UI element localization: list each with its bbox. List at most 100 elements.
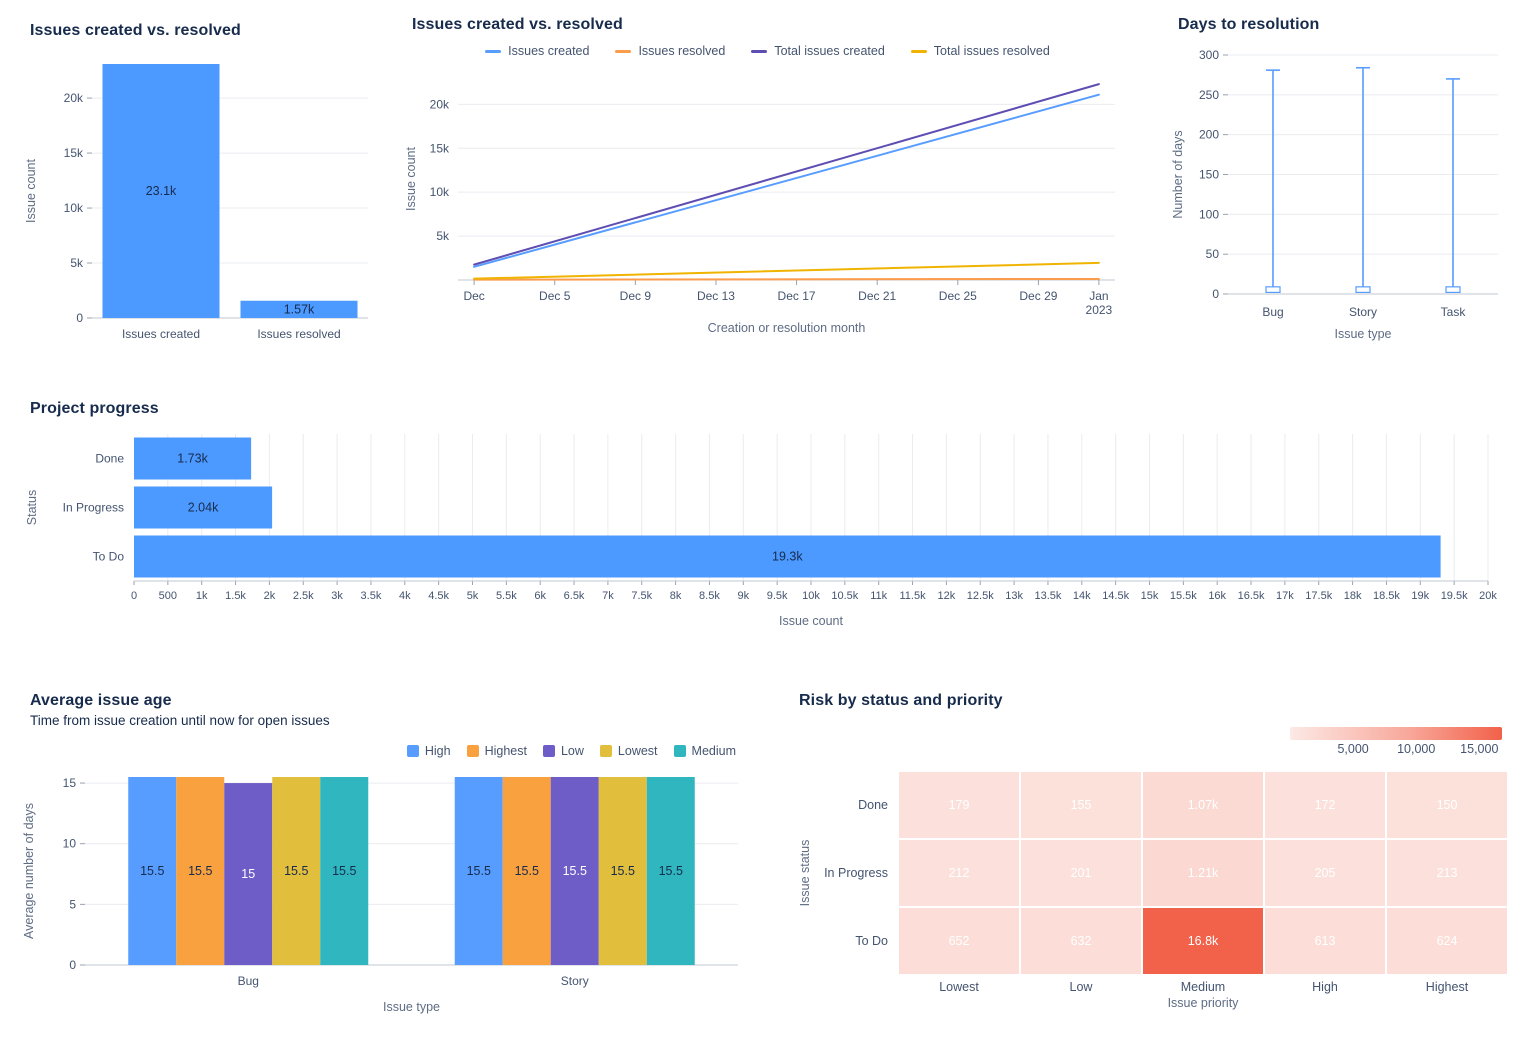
heatmap-cell-done-lowest[interactable]: 179 <box>899 772 1019 838</box>
average-issue-age-chart: 0 5 10 15 15.5 15.5 15 15.5 15.5 Bug 15.5 15.5 15.5 1… <box>18 760 768 1018</box>
x-tick-label: 15k <box>1141 590 1159 602</box>
x-tick-label: 10k <box>802 590 820 602</box>
legend-item-1[interactable]: Issues resolved <box>615 44 725 58</box>
x-tick-label: 17k <box>1276 590 1294 602</box>
bar-bug-high[interactable] <box>128 777 177 965</box>
bar-done[interactable] <box>134 437 252 480</box>
bar-story-highest[interactable] <box>502 777 551 965</box>
issues-created-vs-resolved-line-chart: 5k 10k 15k 20k Dec Dec 5 Dec 9 Dec 13 Dec 17 Dec … <box>400 62 1135 346</box>
x-tick-label: 1.5k <box>225 590 246 602</box>
x-tick-label: 4.5k <box>428 590 449 602</box>
bar-story-low[interactable] <box>550 777 599 965</box>
legend-label: Issues resolved <box>638 44 726 58</box>
heatmap-cell-to-do-high[interactable]: 613 <box>1265 908 1385 974</box>
x-axis-title: Issue count <box>779 614 843 628</box>
bar-story-high[interactable] <box>454 777 503 965</box>
x-tick-label: Dec <box>463 289 484 303</box>
bar-value-label: 15.5 <box>188 864 212 878</box>
heatmap-cell-to-do-highest[interactable]: 624 <box>1387 908 1507 974</box>
panel-average-issue-age: Average issue age Time from issue creati… <box>18 684 768 1050</box>
legend-square-swatch <box>406 745 419 757</box>
heatmap-cell-done-highest[interactable]: 150 <box>1387 772 1507 838</box>
x-tick-label: 14k <box>1073 590 1091 602</box>
whisker-box-bug[interactable] <box>1265 286 1281 294</box>
x-tick-label: 12.5k <box>967 590 994 602</box>
col-label-highest: Highest <box>1425 980 1469 994</box>
heatmap-cell-in-progress-medium[interactable]: 1.21k <box>1143 840 1263 906</box>
heatmap-cell-in-progress-low[interactable]: 201 <box>1021 840 1141 906</box>
x-tick-label: 9k <box>737 590 749 602</box>
legend-label: Medium <box>691 744 736 758</box>
heatmap-cell-done-low[interactable]: 155 <box>1021 772 1141 838</box>
legend-item-low[interactable]: Low <box>542 744 584 758</box>
whisker-box-story[interactable] <box>1355 286 1371 294</box>
x-tick-label: 8k <box>670 590 682 602</box>
legend-item-lowest[interactable]: Lowest <box>599 744 658 758</box>
heatmap-cell-in-progress-highest[interactable]: 213 <box>1387 840 1507 906</box>
y-tick-label: 20k <box>64 91 84 105</box>
legend-item-3[interactable]: Total issues resolved <box>910 44 1050 58</box>
bar-bug-medium[interactable] <box>320 777 369 965</box>
y-category-label: To Do <box>93 550 125 564</box>
x-tick-label: 500 <box>159 590 177 602</box>
legend-item-high[interactable]: High <box>406 744 451 758</box>
bar-bug-lowest[interactable] <box>272 777 321 965</box>
x-tick-label: 7.5k <box>631 590 652 602</box>
series-line-1[interactable] <box>473 277 1100 281</box>
bar-in-progress[interactable] <box>134 486 273 529</box>
legend-item-highest[interactable]: Highest <box>466 744 527 758</box>
x-tick-label: 20k <box>1479 590 1497 602</box>
legend-line-swatch <box>751 49 768 53</box>
y-tick-label: 15 <box>63 776 77 790</box>
hbar-chart-svg: 0 500 1k 1.5k 2k 2.5k 3k 3.5k 4k 4.5k 5k 5.5k 6k 6.5k… <box>25 434 1497 628</box>
legend-square-swatch <box>599 745 612 757</box>
scale-tick-label: 15,000 <box>1460 742 1499 756</box>
series-line-0[interactable] <box>473 93 1100 268</box>
bar-value-label: 2.04k <box>188 501 219 515</box>
y-tick-label: 10 <box>63 837 77 851</box>
bar-story-lowest[interactable] <box>598 777 647 965</box>
panel-subtitle-average-issue-age: Time from issue creation until now for o… <box>30 713 330 728</box>
whisker-box-task[interactable] <box>1445 286 1461 294</box>
bar-value-label: 1.57k <box>284 302 315 316</box>
y-tick-label: 150 <box>1199 168 1219 182</box>
heatmap-cell-done-high[interactable]: 172 <box>1265 772 1385 838</box>
y-tick-label: 0 <box>76 311 83 325</box>
legend-item-2[interactable]: Total issues created <box>751 44 885 58</box>
bar-bug-highest[interactable] <box>176 777 225 965</box>
series-line-2[interactable] <box>473 83 1100 266</box>
y-tick-label: 200 <box>1199 128 1219 142</box>
series-line-3[interactable] <box>473 261 1100 280</box>
x-tick-label: 0 <box>131 590 137 602</box>
heatmap-cell-in-progress-lowest[interactable]: 212 <box>899 840 1019 906</box>
bar-to-do[interactable] <box>134 535 1441 578</box>
bar-story-medium[interactable] <box>646 777 695 965</box>
heatmap-cell-to-do-low[interactable]: 632 <box>1021 908 1141 974</box>
bar-issues-created[interactable] <box>102 64 220 318</box>
legend-item-medium[interactable]: Medium <box>673 744 736 758</box>
heatmap-cell-to-do-medium[interactable]: 16.8k <box>1143 908 1263 974</box>
y-tick-label: 250 <box>1199 88 1219 102</box>
heatmap-cell-to-do-lowest[interactable]: 652 <box>899 908 1019 974</box>
y-tick-label: 50 <box>1206 247 1220 261</box>
heatmap-cell-in-progress-high[interactable]: 205 <box>1265 840 1385 906</box>
bar-bug-low[interactable] <box>224 783 273 965</box>
bar-issues-resolved[interactable] <box>240 300 358 318</box>
y-axis-title: Number of days <box>1171 130 1185 218</box>
row-label-in-progress: In Progress <box>824 866 888 880</box>
x-tick-label: 6.5k <box>564 590 585 602</box>
days-to-resolution-chart: 0 50 100 150 200 250 300 Bug Story Task Number of … <box>1166 40 1526 344</box>
panel-title-issues-bar: Issues created vs. resolved <box>30 22 241 39</box>
legend-label: High <box>424 744 451 758</box>
legend-item-0[interactable]: Issues created <box>485 44 589 58</box>
legend-square-swatch <box>673 745 686 757</box>
y-axis-title: Issue count <box>24 159 38 223</box>
y-axis-title: Average number of days <box>22 803 36 939</box>
grouped-bar-legend: High Highest Low Lowest Medium <box>406 744 736 758</box>
heatmap-cell-done-medium[interactable]: 1.07k <box>1143 772 1263 838</box>
x-category-label: Issues created <box>122 327 200 341</box>
y-tick-label: 10k <box>64 201 84 215</box>
heatmap-color-scale <box>1290 727 1502 740</box>
x-tick-label: Jan 2023 <box>1086 289 1113 317</box>
